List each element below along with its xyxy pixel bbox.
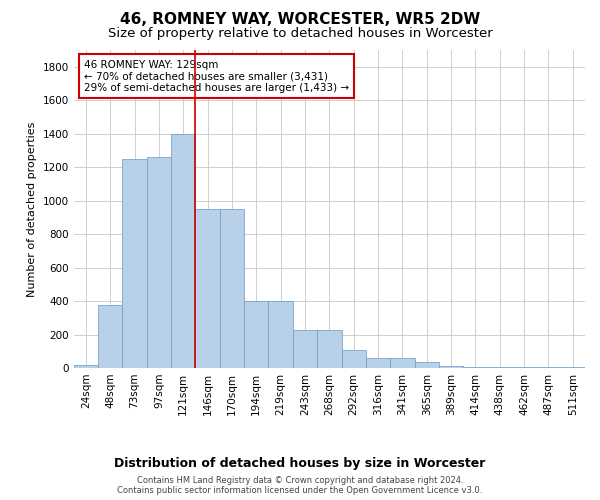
Bar — [244, 301, 268, 368]
Bar — [268, 301, 293, 368]
Text: 46 ROMNEY WAY: 129sqm
← 70% of detached houses are smaller (3,431)
29% of semi-d: 46 ROMNEY WAY: 129sqm ← 70% of detached … — [84, 60, 349, 92]
Text: Distribution of detached houses by size in Worcester: Distribution of detached houses by size … — [115, 458, 485, 470]
Text: Size of property relative to detached houses in Worcester: Size of property relative to detached ho… — [107, 28, 493, 40]
Bar — [98, 305, 122, 368]
Bar — [317, 330, 341, 368]
Bar — [390, 358, 415, 368]
Bar — [415, 362, 439, 368]
Bar — [122, 159, 147, 368]
Bar — [488, 367, 512, 368]
Bar — [293, 330, 317, 368]
Bar — [220, 209, 244, 368]
Bar — [196, 209, 220, 368]
Bar — [366, 358, 390, 368]
Y-axis label: Number of detached properties: Number of detached properties — [27, 122, 37, 296]
Text: 46, ROMNEY WAY, WORCESTER, WR5 2DW: 46, ROMNEY WAY, WORCESTER, WR5 2DW — [120, 12, 480, 28]
Bar — [341, 350, 366, 368]
Bar — [74, 364, 98, 368]
Text: Contains HM Land Registry data © Crown copyright and database right 2024.
Contai: Contains HM Land Registry data © Crown c… — [118, 476, 482, 495]
Bar — [171, 134, 196, 368]
Bar — [439, 366, 463, 368]
Bar — [463, 366, 488, 368]
Bar — [147, 157, 171, 368]
